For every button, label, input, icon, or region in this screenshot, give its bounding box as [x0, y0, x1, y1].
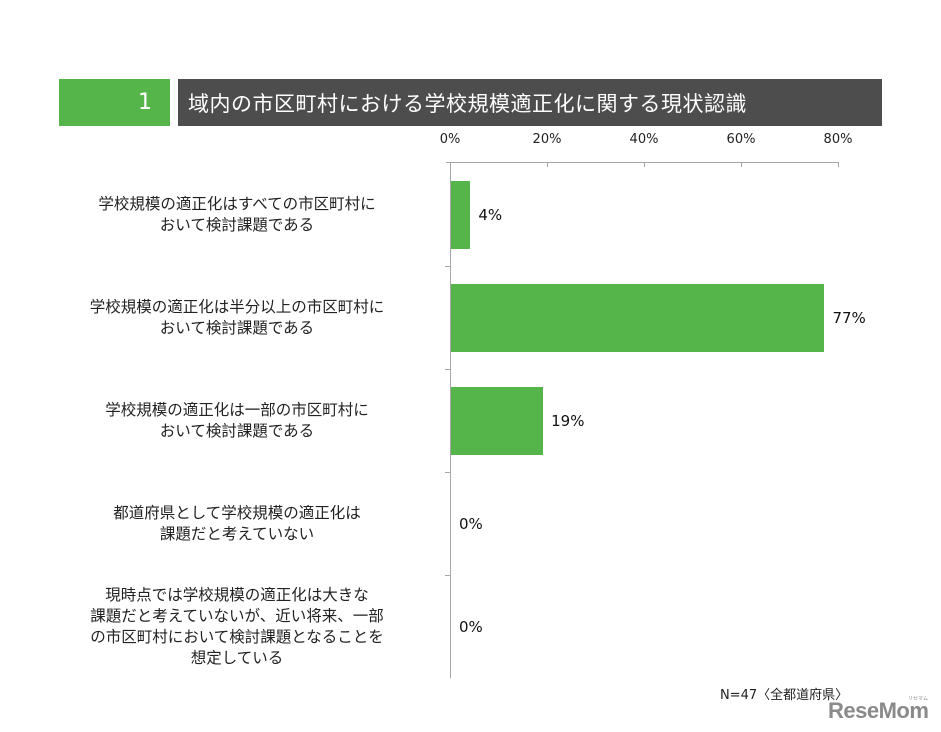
category-label: 学校規模の適正化はすべての市区町村に おいて検討課題である [47, 194, 427, 236]
category-label-line: の市区町村において検討課題となることを [90, 627, 384, 646]
bar-value-label: 0% [459, 514, 483, 533]
x-tick-label: 80% [823, 132, 853, 147]
bar-value-label: 0% [459, 617, 483, 636]
x-tick-label: 20% [532, 132, 562, 147]
category-label-line: おいて検討課題である [159, 421, 315, 440]
category-label: 学校規模の適正化は一部の市区町村に おいて検討課題である [47, 400, 427, 442]
category-label: 都道府県として学校規模の適正化は 課題だと考えていない [47, 503, 427, 545]
category-label-line: 学校規模の適正化は一部の市区町村に [105, 400, 369, 419]
x-tick-mark [450, 162, 451, 167]
y-axis-line [450, 162, 451, 678]
bar-value-label: 19% [551, 411, 585, 430]
bar [451, 283, 825, 352]
bar [451, 386, 544, 455]
category-separator-tick [445, 575, 450, 576]
category-label-line: 課題だと考えていないが、近い将来、一部 [90, 606, 384, 625]
resemom-logo-sub: リセマム [908, 696, 929, 702]
category-label-line: 都道府県として学校規模の適正化は [113, 503, 361, 522]
category-label-line: 学校規模の適正化は半分以上の市区町村に [89, 297, 385, 316]
category-label-line: 想定している [190, 648, 284, 667]
category-label-line: 現時点では学校規模の適正化は大きな [105, 585, 369, 604]
chart-title: 域内の市区町村における学校規模適正化に関する現状認識 [178, 79, 882, 126]
x-tick-mark [838, 162, 839, 167]
x-tick-label: 40% [629, 132, 659, 147]
x-tick-mark [741, 162, 742, 167]
category-separator-tick [445, 472, 450, 473]
section-number: 1 [59, 79, 170, 126]
sample-size-note: N=47〈全都道府県〉 [720, 688, 849, 703]
category-label-line: おいて検討課題である [159, 318, 315, 337]
category-label-line: おいて検討課題である [159, 215, 315, 234]
category-label-line: 学校規模の適正化はすべての市区町村に [98, 194, 376, 213]
category-label: 学校規模の適正化は半分以上の市区町村に おいて検討課題である [47, 297, 427, 339]
category-label: 現時点では学校規模の適正化は大きな 課題だと考えていないが、近い将来、一部 の市区町… [47, 585, 427, 669]
category-separator-tick [445, 369, 450, 370]
resemom-logo: ReseMom [828, 698, 929, 723]
x-tick-label: 60% [726, 132, 756, 147]
bar-value-label: 77% [832, 308, 866, 327]
x-axis-line [446, 162, 839, 163]
bar [451, 180, 471, 249]
category-label-line: 課題だと考えていない [159, 524, 315, 543]
x-tick-label: 0% [439, 132, 461, 147]
x-tick-mark [547, 162, 548, 167]
x-tick-mark [644, 162, 645, 167]
bar-value-label: 4% [478, 205, 503, 224]
category-separator-tick [445, 266, 450, 267]
